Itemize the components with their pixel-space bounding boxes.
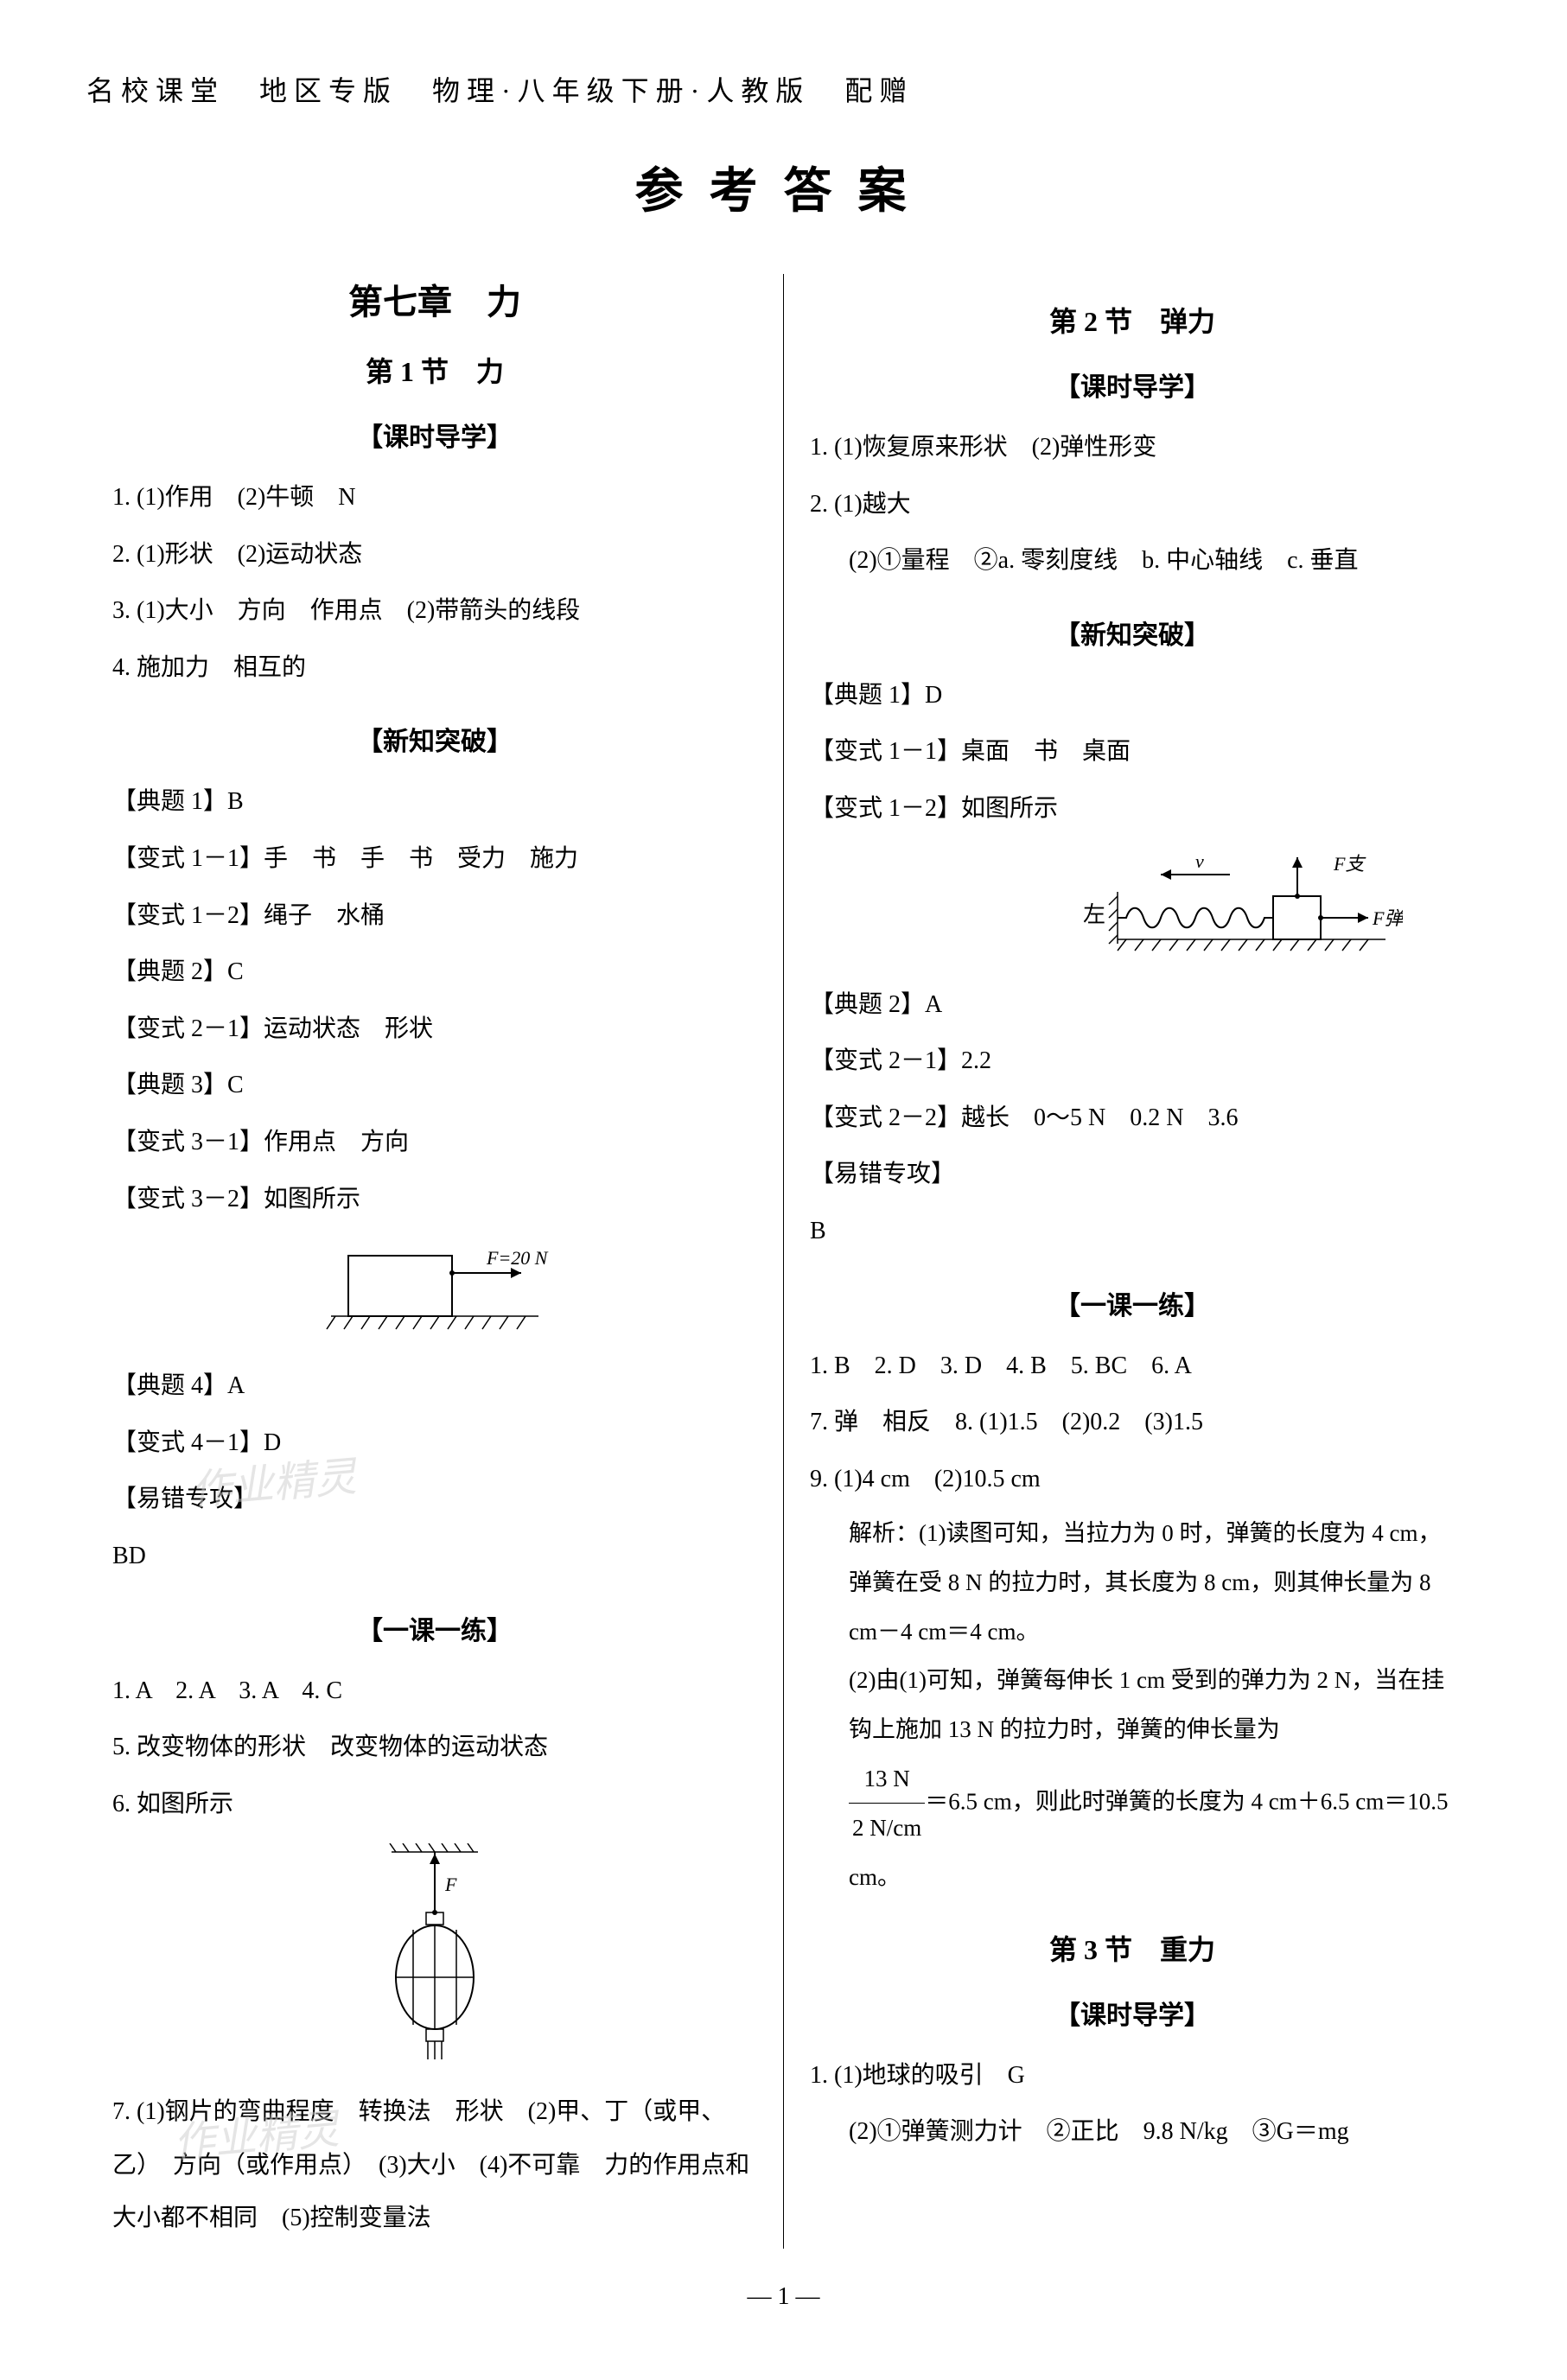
answer-line: 2. (1)越大 (810, 478, 1455, 531)
spring-diagram: 左 v F支 F弹 (810, 849, 1455, 965)
answer-line: 【变式 1－2】如图所示 (810, 782, 1455, 836)
answer-line: 【典题 2】C (112, 945, 757, 999)
answer-line: 【变式 2－2】越长 0～5 N 0.2 N 3.6 (810, 1091, 1455, 1145)
page-header: 名校课堂 地区专版 物理·八年级下册·人教版 配赠 (86, 69, 1481, 109)
keshi-title: 【课时导学】 (810, 366, 1455, 404)
content-columns: 第七章 力 第 1 节 力 【课时导学】 1. (1)作用 (2)牛顿 N 2.… (86, 274, 1481, 2249)
answer-line: 2. (1)形状 (2)运动状态 (112, 528, 757, 582)
answer-line: 【变式 2－1】运动状态 形状 (112, 1002, 757, 1056)
xinzhi-title: 【新知突破】 (810, 614, 1455, 652)
answer-line: 7. 弹 相反 8. (1)1.5 (2)0.2 (3)1.5 (810, 1396, 1455, 1449)
lantern-diagram: F (112, 1843, 757, 2072)
direction-label: 左 (1083, 902, 1105, 927)
answer-line: 【典题 4】A (112, 1359, 757, 1413)
explanation-text: 13 N 2 N/cm ＝6.5 cm，则此时弹簧的长度为 4 cm＋6.5 c… (810, 1754, 1455, 1902)
answer-line: (2)①量程 ②a. 零刻度线 b. 中心轴线 c. 垂直 (810, 534, 1455, 588)
answer-line: 【易错专攻】 (112, 1473, 757, 1526)
xinzhi-title: 【新知突破】 (112, 720, 757, 758)
answer-line: 【变式 1－2】绳子 水桶 (112, 889, 757, 943)
right-column: 第 2 节 弹力 【课时导学】 1. (1)恢复原来形状 (2)弹性形变 2. … (784, 274, 1481, 2249)
answer-line: 5. 改变物体的形状 改变物体的运动状态 (112, 1721, 757, 1774)
answer-line: 【典题 3】C (112, 1059, 757, 1112)
section-3-title: 第 3 节 重力 (810, 1928, 1455, 1968)
answer-line: 4. 施加力 相互的 (112, 641, 757, 695)
answer-line: 【变式 1－1】手 书 手 书 受力 施力 (112, 832, 757, 886)
section-2-title: 第 2 节 弹力 (810, 300, 1455, 340)
force-label: F (444, 1874, 457, 1895)
answer-line: 【典题 1】D (810, 669, 1455, 722)
keshi-title-3: 【课时导学】 (810, 1994, 1455, 2032)
fraction-denominator: 2 N/cm (849, 1804, 925, 1853)
yike-title: 【一课一练】 (112, 1609, 757, 1647)
fraction: 13 N 2 N/cm (849, 1754, 925, 1853)
explanation-rest: ＝6.5 cm，则此时弹簧的长度为 4 cm＋6.5 cm＝10.5 cm。 (849, 1788, 1448, 1890)
answer-line: BD (112, 1530, 757, 1583)
answer-line: 1. (1)作用 (2)牛顿 N (112, 471, 757, 525)
force-diagram-1: F=20 N (112, 1238, 757, 1346)
fraction-numerator: 13 N (849, 1754, 925, 1804)
answer-line: 【变式 2－1】2.2 (810, 1034, 1455, 1088)
answer-line: 【典题 2】A (810, 978, 1455, 1032)
answer-line: B (810, 1205, 1455, 1258)
answer-line: 9. (1)4 cm (2)10.5 cm (810, 1453, 1455, 1506)
left-column: 第七章 力 第 1 节 力 【课时导学】 1. (1)作用 (2)牛顿 N 2.… (86, 274, 784, 2249)
answer-line: 【典题 1】B (112, 775, 757, 829)
elastic-force-label: F弹 (1372, 907, 1403, 929)
answer-line: 1. (1)恢复原来形状 (2)弹性形变 (810, 421, 1455, 474)
answer-line: 【易错专攻】 (810, 1148, 1455, 1201)
answer-line: 1. A 2. A 3. A 4. C (112, 1664, 757, 1718)
explanation-text: 解析：(1)读图可知，当拉力为 0 时，弹簧的长度为 4 cm，弹簧在受 8 N… (810, 1509, 1455, 1656)
answer-line: 【变式 1－1】桌面 书 桌面 (810, 725, 1455, 779)
answer-line: (2)①弹簧测力计 ②正比 9.8 N/kg ③G＝mg (810, 2105, 1455, 2159)
section-1-title: 第 1 节 力 (112, 350, 757, 390)
support-force-label: F支 (1333, 853, 1366, 875)
answer-line: 3. (1)大小 方向 作用点 (2)带箭头的线段 (112, 584, 757, 638)
keshi-title: 【课时导学】 (112, 416, 757, 454)
answer-line: 6. 如图所示 (112, 1778, 757, 1831)
velocity-label: v (1195, 850, 1204, 872)
answer-line: 【变式 3－2】如图所示 (112, 1173, 757, 1226)
force-label: F=20 N (486, 1247, 549, 1269)
answer-line: 【变式 3－1】作用点 方向 (112, 1116, 757, 1169)
yike-title: 【一课一练】 (810, 1284, 1455, 1322)
answer-line: 7. (1)钢片的弯曲程度 转换法 形状 (2)甲、丁（或甲、乙） 方向（或作用… (112, 2085, 757, 2245)
explanation-text: (2)由(1)可知，弹簧每伸长 1 cm 受到的弹力为 2 N，当在挂钩上施加 … (810, 1656, 1455, 1753)
page-number: — 1 — (86, 2283, 1481, 2311)
answer-line: 1. B 2. D 3. D 4. B 5. BC 6. A (810, 1340, 1455, 1393)
answer-line: 【变式 4－1】D (112, 1416, 757, 1470)
main-title: 参考答案 (86, 152, 1481, 222)
answer-line: 1. (1)地球的吸引 G (810, 2049, 1455, 2103)
chapter-title: 第七章 力 (112, 274, 757, 324)
